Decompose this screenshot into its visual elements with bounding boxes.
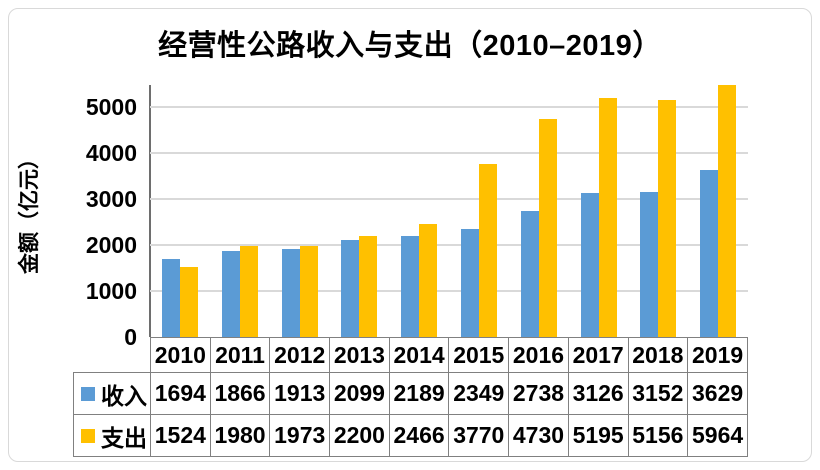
bar-income-2013: [341, 240, 360, 337]
value-expense-2019: 5964: [687, 414, 748, 457]
bar-expense-2011: [239, 245, 258, 337]
year-header-2013: 2013: [329, 337, 390, 373]
value-income-2016: 2738: [508, 372, 569, 415]
bar-expense-2012: [299, 246, 318, 337]
value-expense-2011: 1980: [209, 414, 271, 457]
y-tick-label-4000: 4000: [85, 140, 137, 166]
legend-cell-income: 收入: [73, 372, 151, 415]
value-income-2015: 2349: [448, 372, 510, 415]
data-table: 2010 2011 2012 2013 2014 2015 2016 2017 2018 2019…: [73, 337, 748, 457]
value-expense-2017: 5195: [567, 414, 629, 457]
value-income-2018: 3152: [627, 372, 689, 415]
bar-income-2019: [700, 170, 719, 337]
value-expense-2013: 2200: [329, 414, 390, 457]
plot-area: [150, 85, 748, 337]
year-header-2019: 2019: [687, 337, 748, 373]
bar-expense-2017: [598, 98, 617, 337]
value-income-2010: 1694: [150, 372, 211, 415]
legend-swatch-income-icon: [81, 386, 95, 401]
bar-expense-2013: [359, 235, 378, 337]
table-row-expense: 支出 1524 1980 1973 2200 2466 3770 4730 5195 5156 59…: [73, 414, 748, 457]
value-expense-2015: 3770: [448, 414, 510, 457]
y-tick-label-1000: 1000: [85, 278, 137, 304]
value-income-2011: 1866: [209, 372, 271, 415]
legend-cell-expense: 支出: [73, 414, 151, 457]
gridline-5000: [150, 106, 748, 108]
year-header-2015: 2015: [448, 337, 510, 373]
bar-income-2016: [520, 211, 539, 337]
value-expense-2010: 1524: [150, 414, 211, 457]
year-header-2011: 2011: [209, 337, 271, 373]
y-axis-tick-labels: 0 1000 2000 3000 4000 5000: [0, 85, 143, 350]
value-expense-2012: 1973: [269, 414, 331, 457]
legend-label-income: 收入: [101, 382, 147, 409]
y-tick-label-0: 0: [124, 324, 137, 350]
value-expense-2014: 2466: [388, 414, 450, 457]
year-header-2010: 2010: [150, 337, 211, 373]
bar-income-2017: [580, 193, 599, 337]
year-header-row: 2010 2011 2012 2013 2014 2015 2016 2017 2018 2019: [74, 337, 748, 373]
bars: [150, 85, 748, 337]
y-tick-label-3000: 3000: [85, 186, 137, 212]
chart-title: 经营性公路收入与支出（2010–2019）: [158, 30, 662, 62]
year-header-2014: 2014: [388, 337, 450, 373]
value-income-2019: 3629: [687, 372, 748, 415]
y-axis-line: [149, 85, 151, 337]
bar-expense-2014: [419, 223, 438, 337]
value-income-2014: 2189: [388, 372, 450, 415]
bar-income-2015: [460, 228, 479, 337]
bar-expense-2018: [658, 99, 677, 337]
legend-swatch-expense-icon: [81, 428, 95, 443]
year-header-2018: 2018: [627, 337, 689, 373]
bar-income-2010: [161, 259, 180, 337]
legend-label-expense: 支出: [101, 424, 147, 451]
value-expense-2016: 4730: [508, 414, 569, 457]
bar-income-2018: [640, 192, 659, 337]
bar-income-2012: [281, 249, 300, 337]
gridline-3000: [150, 198, 748, 200]
value-income-2013: 2099: [329, 372, 390, 415]
bar-expense-2019: [718, 85, 737, 337]
bar-income-2014: [401, 236, 420, 337]
year-header-2017: 2017: [567, 337, 629, 373]
table-row-income: 收入 1694 1866 1913 2099 2189 2349 2738 3126 3152 36…: [73, 372, 748, 415]
bar-expense-2016: [538, 119, 557, 337]
gridline-4000: [150, 152, 748, 154]
y-tick-label-2000: 2000: [85, 232, 137, 258]
year-header-2016: 2016: [508, 337, 569, 373]
value-income-2017: 3126: [567, 372, 629, 415]
bar-income-2011: [221, 251, 240, 337]
bar-expense-2010: [179, 266, 198, 337]
year-header-2012: 2012: [269, 337, 331, 373]
bar-expense-2015: [478, 163, 497, 337]
gridline-2000: [150, 244, 748, 246]
value-income-2012: 1913: [269, 372, 331, 415]
gridline-1000: [150, 290, 748, 292]
table-corner-cell: [74, 338, 151, 373]
y-tick-label-5000: 5000: [85, 94, 137, 120]
value-expense-2018: 5156: [627, 414, 689, 457]
